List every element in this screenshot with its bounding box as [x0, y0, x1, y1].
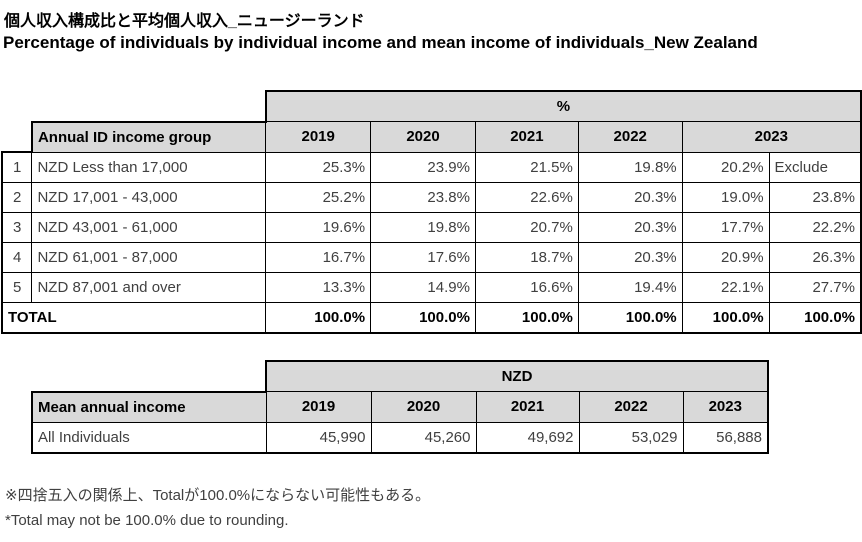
spacer-cell	[2, 122, 32, 153]
percent-unit-row: %	[2, 90, 862, 122]
table-cell: 19.4%	[577, 272, 683, 303]
table-cell: 100.0%	[370, 302, 476, 334]
table-cell: 18.7%	[474, 242, 579, 273]
mean-year-header-row: Mean annual income 2019 2020 2021 2022 2…	[31, 390, 769, 423]
table-row: 4 NZD 61,001 - 87,000 16.7% 17.6% 18.7% …	[1, 242, 862, 273]
total-row: TOTAL 100.0% 100.0% 100.0% 100.0% 100.0%…	[1, 302, 862, 334]
year-header-2019: 2019	[265, 391, 372, 423]
year-header-2021: 2021	[474, 121, 579, 153]
spacer-cell	[2, 91, 266, 122]
table-cell: 16.6%	[474, 272, 579, 303]
table-cell: 19.8%	[370, 212, 476, 243]
year-header-2021: 2021	[475, 391, 580, 423]
table-cell: 100.0%	[768, 302, 862, 334]
table-cell: 20.7%	[474, 212, 579, 243]
row-number: 2	[1, 182, 33, 213]
table-cell: 22.6%	[474, 182, 579, 213]
income-group-label: NZD 87,001 and over	[31, 272, 267, 303]
table-cell: 45,990	[265, 421, 372, 454]
table-cell: 21.5%	[474, 151, 579, 183]
table-cell: 100.0%	[474, 302, 579, 334]
year-header-2022: 2022	[577, 121, 683, 153]
table-row: 1 NZD Less than 17,000 25.3% 23.9% 21.5%…	[1, 151, 862, 183]
table-cell: 25.3%	[265, 151, 372, 183]
table-cell: 100.0%	[577, 302, 683, 334]
income-group-label: NZD 61,001 - 87,000	[31, 242, 267, 273]
mean-unit-header: NZD	[265, 360, 769, 392]
year-header-2023: 2023	[681, 121, 862, 153]
table-cell: 100.0%	[681, 302, 770, 334]
table-cell: 22.1%	[681, 272, 770, 303]
table-cell: 22.2%	[768, 212, 862, 243]
row-number: 4	[1, 242, 33, 273]
income-group-label: NZD Less than 17,000	[31, 151, 267, 183]
table-row: 2 NZD 17,001 - 43,000 25.2% 23.8% 22.6% …	[1, 182, 862, 213]
table-cell: 19.8%	[577, 151, 683, 183]
row-number: 3	[1, 212, 33, 243]
table-cell: 25.2%	[265, 182, 372, 213]
total-label: TOTAL	[1, 302, 267, 334]
table-cell: 20.9%	[681, 242, 770, 273]
table-cell: 26.3%	[768, 242, 862, 273]
row-number: 1	[1, 151, 33, 183]
table-cell: 23.8%	[768, 182, 862, 213]
title-japanese: 個人収入構成比と平均個人収入_ニュージーランド	[4, 13, 365, 30]
table-row: All Individuals 45,990 45,260 49,692 53,…	[31, 421, 769, 454]
table-cell: 100.0%	[265, 302, 372, 334]
percent-year-header-row: Annual ID income group 2019 2020 2021 20…	[2, 120, 862, 153]
table-cell: 19.0%	[681, 182, 770, 213]
year-header-2020: 2020	[370, 391, 477, 423]
table-cell: 20.3%	[577, 212, 683, 243]
percent-unit-header: %	[264, 90, 862, 122]
percent-table: % Annual ID income group 2019 2020 2021 …	[1, 90, 862, 334]
mean-row-label: All Individuals	[31, 421, 267, 454]
spacer-cell	[32, 361, 266, 392]
year-header-2020: 2020	[370, 121, 476, 153]
table-cell: 23.9%	[370, 151, 476, 183]
year-header-2019: 2019	[265, 121, 372, 153]
table-cell: 20.3%	[577, 242, 683, 273]
footnote-japanese: ※四捨五入の関係上、Totalが100.0%にならない可能性もある。	[5, 487, 431, 504]
table-row: 3 NZD 43,001 - 61,000 19.6% 19.8% 20.7% …	[1, 212, 862, 243]
exclude-cell: Exclude	[768, 151, 862, 183]
mean-unit-row: NZD	[32, 360, 769, 392]
table-cell: 27.7%	[768, 272, 862, 303]
table-cell: 20.2%	[681, 151, 770, 183]
table-cell: 23.8%	[370, 182, 476, 213]
table-cell: 19.6%	[265, 212, 372, 243]
year-header-2022: 2022	[578, 391, 684, 423]
footnote-english: *Total may not be 100.0% due to rounding…	[5, 512, 289, 529]
table-row: 5 NZD 87,001 and over 13.3% 14.9% 16.6% …	[1, 272, 862, 303]
table-cell: 20.3%	[577, 182, 683, 213]
income-group-label: NZD 17,001 - 43,000	[31, 182, 267, 213]
table-cell: 13.3%	[265, 272, 372, 303]
percent-row-header: Annual ID income group	[30, 120, 267, 153]
table-cell: 16.7%	[265, 242, 372, 273]
income-group-label: NZD 43,001 - 61,000	[31, 212, 267, 243]
table-cell: 45,260	[370, 421, 477, 454]
table-cell: 56,888	[682, 421, 769, 454]
table-cell: 17.7%	[681, 212, 770, 243]
mean-income-table: NZD Mean annual income 2019 2020 2021 20…	[31, 360, 769, 454]
table-cell: 14.9%	[370, 272, 476, 303]
title-english: Percentage of individuals by individual …	[3, 33, 758, 52]
table-cell: 53,029	[578, 421, 684, 454]
table-cell: 49,692	[475, 421, 580, 454]
table-cell: 17.6%	[370, 242, 476, 273]
row-number: 5	[1, 272, 33, 303]
mean-row-header: Mean annual income	[31, 390, 267, 423]
year-header-2023: 2023	[682, 391, 769, 423]
